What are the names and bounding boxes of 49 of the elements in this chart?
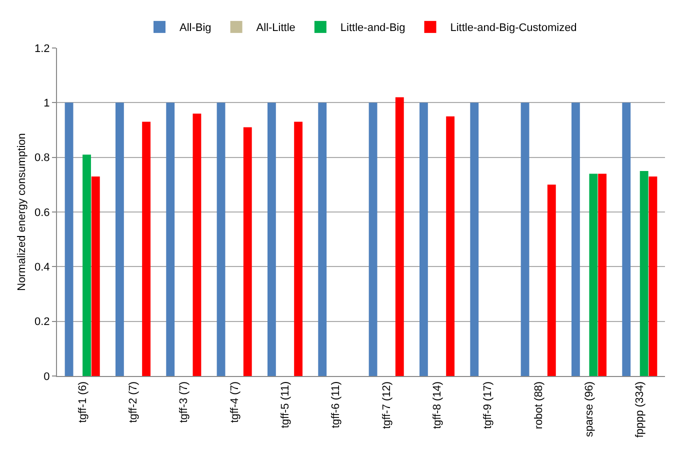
bar bbox=[91, 176, 100, 376]
y-tick-label: 1 bbox=[44, 98, 50, 110]
y-tick-label: 0.8 bbox=[34, 152, 50, 164]
bar bbox=[267, 102, 276, 376]
bar bbox=[571, 102, 580, 376]
y-tick-label: 0.6 bbox=[34, 206, 50, 219]
bar bbox=[142, 122, 151, 376]
bar bbox=[446, 116, 455, 376]
bar bbox=[419, 102, 428, 376]
bar bbox=[216, 102, 226, 376]
x-tick-label: robot (88) bbox=[532, 381, 545, 430]
bar bbox=[589, 174, 598, 376]
bar bbox=[294, 122, 303, 376]
legend-label: All-Big bbox=[180, 22, 212, 34]
bar bbox=[115, 102, 124, 376]
bar bbox=[470, 102, 479, 376]
x-tick-label: tgff-3 (7) bbox=[178, 381, 190, 423]
bar bbox=[640, 171, 648, 376]
bar bbox=[243, 127, 252, 376]
bar bbox=[82, 154, 91, 376]
x-tick-label: tgff-9 (17) bbox=[482, 381, 494, 429]
bar bbox=[192, 114, 202, 376]
x-tick-label: tgff-8 (14) bbox=[432, 381, 444, 429]
x-tick-label: tgff-4 (7) bbox=[228, 381, 241, 423]
bar bbox=[520, 102, 530, 376]
x-tick-label: tgff-7 (12) bbox=[380, 381, 393, 429]
bar bbox=[368, 102, 378, 376]
bar bbox=[622, 102, 631, 376]
x-tick-label: tgff-2 (7) bbox=[128, 381, 140, 423]
x-tick-label: sparse (96) bbox=[584, 381, 596, 438]
bar bbox=[64, 102, 74, 376]
x-tick-label: tgff-6 (11) bbox=[330, 381, 342, 428]
bar bbox=[648, 176, 658, 376]
legend-label: Little-and-Big-Customized bbox=[450, 22, 577, 34]
bar bbox=[598, 174, 607, 376]
x-tick-label: tgff-1 (6) bbox=[76, 381, 89, 423]
y-tick-label: 0.4 bbox=[34, 262, 50, 274]
y-tick-label: 1.2 bbox=[34, 42, 50, 55]
legend-label: All-Little bbox=[256, 22, 296, 34]
bar bbox=[166, 102, 175, 376]
y-tick-label: 0.2 bbox=[34, 316, 50, 328]
bar bbox=[547, 184, 556, 376]
legend-label: Little-and-Big bbox=[340, 22, 406, 34]
x-tick-label: tgff-5 (11) bbox=[280, 381, 292, 428]
y-axis-title: Normalized energy consumption bbox=[16, 133, 28, 291]
bar bbox=[395, 97, 404, 376]
bar bbox=[318, 102, 327, 376]
y-tick-label: 0 bbox=[44, 370, 50, 383]
x-tick-label: fpppp (334) bbox=[634, 381, 646, 438]
